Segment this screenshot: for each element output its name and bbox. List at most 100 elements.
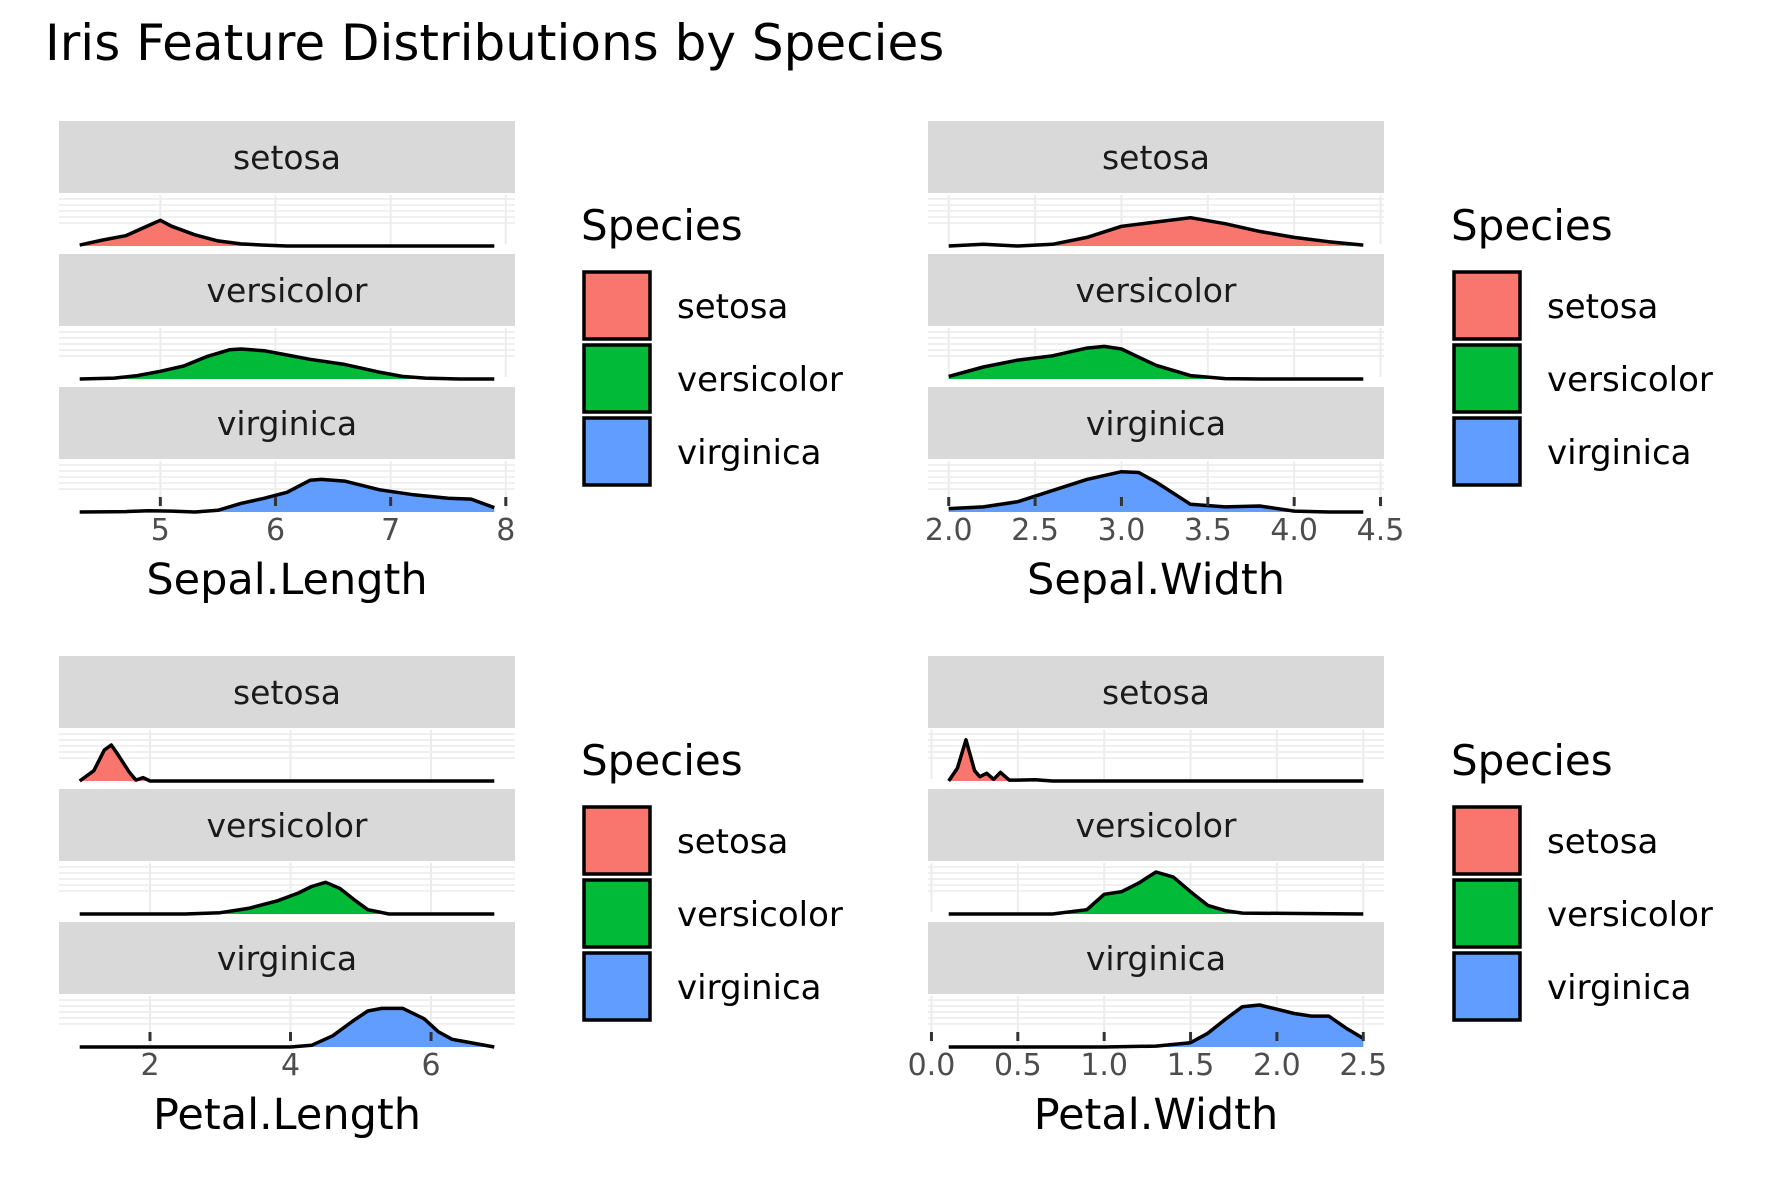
- grid-lines: [59, 730, 515, 779]
- x-tick-label: 2.0: [925, 513, 973, 548]
- density-area-virginica: [79, 1008, 495, 1047]
- legend-title: Species: [1451, 201, 1613, 250]
- facet-strip-label: setosa: [1102, 673, 1210, 712]
- density-line-setosa: [78, 743, 495, 783]
- grid-lines: [59, 996, 515, 1045]
- density-line-versicolor: [79, 880, 495, 916]
- x-tick-label: 3.0: [1098, 513, 1146, 548]
- x-axis: 0.0 0.5 1.0 1.5 2.0 2.5: [908, 1032, 1387, 1083]
- x-tick-label: 6: [266, 513, 285, 548]
- density-line-virginica: [948, 469, 1364, 514]
- facet-setosa: setosa: [928, 656, 1384, 783]
- grid-lines: [928, 461, 1384, 510]
- grid-lines: [928, 730, 1384, 779]
- facet-strip: [928, 254, 1384, 326]
- facet-strip: [59, 922, 515, 994]
- legend-item-versicolor: versicolor: [1452, 343, 1713, 414]
- x-tick-label: 7: [381, 513, 400, 548]
- legend-item-setosa: setosa: [1452, 805, 1658, 876]
- legend-item-virginica: virginica: [582, 951, 822, 1022]
- x-tick-label: 8: [496, 513, 515, 548]
- facet-setosa: setosa: [928, 121, 1384, 248]
- legend-item-label: versicolor: [1547, 895, 1713, 935]
- density-line-versicolor: [79, 347, 495, 381]
- legend-item-label: virginica: [677, 433, 822, 473]
- density-panel-sepal-width: setosa versicolor virginica 2.0 2.5 3.0 3.5 4.0…: [925, 121, 1713, 605]
- facet-strip-label: virginica: [1086, 939, 1226, 978]
- legend: Species setosa versicolor virginica: [581, 201, 843, 487]
- density-area-setosa: [948, 217, 1364, 246]
- x-tick-label: 2.5: [1339, 1048, 1387, 1083]
- figure-title: Iris Feature Distributions by Species: [45, 14, 944, 72]
- density-line-versicolor: [948, 870, 1364, 916]
- x-tick-label: 4.5: [1357, 513, 1405, 548]
- facet-strip-label: versicolor: [1075, 271, 1236, 310]
- legend: Species setosa versicolor virginica: [581, 736, 843, 1022]
- facet-setosa: setosa: [59, 121, 515, 248]
- facet-versicolor: versicolor: [59, 254, 515, 381]
- density-area-setosa: [79, 745, 495, 781]
- legend-item-virginica: virginica: [1452, 951, 1692, 1022]
- legend-key-swatch: [1452, 878, 1522, 949]
- legend-title: Species: [581, 201, 743, 250]
- density-line-virginica: [79, 477, 495, 514]
- facet-strip: [59, 387, 515, 459]
- x-axis: 5 6 7 8: [151, 497, 515, 548]
- legend-item-versicolor: versicolor: [1452, 878, 1713, 949]
- facet-virginica: virginica: [59, 922, 515, 1049]
- x-axis-title: Petal.Width: [1034, 1090, 1279, 1140]
- density-panel-petal-width: setosa versicolor virginica 0.0 0.5 1.0 1.5 2.0…: [908, 656, 1713, 1140]
- grid-lines: [928, 195, 1384, 244]
- legend-key-swatch: [582, 416, 652, 487]
- facet-strip: [59, 254, 515, 326]
- legend-item-label: versicolor: [1547, 360, 1713, 400]
- legend-item-label: virginica: [1547, 968, 1692, 1008]
- facet-versicolor: versicolor: [928, 789, 1384, 916]
- density-area-virginica: [948, 1005, 1364, 1047]
- facet-strip-label: versicolor: [206, 271, 367, 310]
- legend-item-versicolor: versicolor: [582, 878, 843, 949]
- legend-key-swatch: [1452, 951, 1522, 1022]
- x-axis-title: Petal.Length: [153, 1090, 421, 1140]
- facet-strip: [59, 789, 515, 861]
- x-tick-label: 1.5: [1167, 1048, 1215, 1083]
- legend-item-label: setosa: [1547, 822, 1658, 862]
- legend-key-swatch: [1452, 416, 1522, 487]
- facet-strip-label: setosa: [1102, 138, 1210, 177]
- x-tick-label: 0.5: [994, 1048, 1042, 1083]
- legend-key-swatch: [1452, 805, 1522, 876]
- x-axis: 2.0 2.5 3.0 3.5 4.0 4.5: [925, 497, 1405, 548]
- legend-key-swatch: [582, 805, 652, 876]
- legend-item-label: setosa: [677, 287, 788, 327]
- facet-strip: [928, 789, 1384, 861]
- facet-versicolor: versicolor: [928, 254, 1384, 381]
- panels: setosa versicolor virginica 5 6 7 8 Sepal.Lengt…: [59, 121, 1713, 1140]
- legend-key-swatch: [1452, 270, 1522, 341]
- x-axis-title: Sepal.Width: [1027, 555, 1285, 605]
- x-axis-title: Sepal.Length: [146, 555, 427, 605]
- legend-item-setosa: setosa: [582, 270, 788, 341]
- facet-versicolor: versicolor: [59, 789, 515, 916]
- x-tick-label: 6: [421, 1048, 440, 1083]
- facet-strip: [59, 121, 515, 193]
- facet-strip-label: versicolor: [206, 806, 367, 845]
- density-line-virginica: [79, 1006, 495, 1049]
- facet-strip: [928, 121, 1384, 193]
- x-tick-label: 2: [140, 1048, 159, 1083]
- density-line-setosa: [948, 215, 1364, 248]
- grid-lines: [59, 863, 515, 912]
- legend-key-swatch: [582, 270, 652, 341]
- density-area-versicolor: [948, 872, 1364, 914]
- legend-key-swatch: [582, 343, 652, 414]
- density-area-versicolor: [79, 349, 495, 379]
- legend-key-swatch: [582, 951, 652, 1022]
- legend-item-virginica: virginica: [1452, 416, 1692, 487]
- density-area-virginica: [948, 471, 1364, 512]
- legend-item-label: virginica: [1547, 433, 1692, 473]
- density-area-versicolor: [948, 346, 1364, 379]
- facet-strip-label: virginica: [217, 939, 357, 978]
- legend-item-label: setosa: [1547, 287, 1658, 327]
- legend-key-swatch: [1452, 343, 1522, 414]
- facet-strip: [59, 656, 515, 728]
